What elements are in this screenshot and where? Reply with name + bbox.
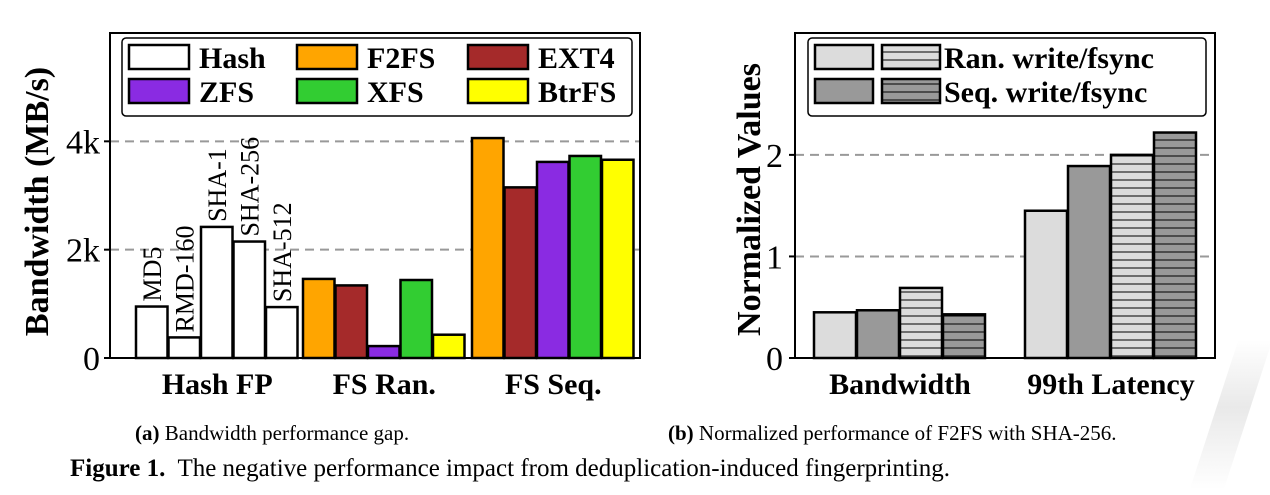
bar-fs-seq--ext4: [503, 186, 538, 360]
bar-hash-fp-sha-1: [199, 225, 234, 360]
hash-bar-label: MD5: [138, 247, 167, 302]
y-tick-label: 2: [766, 138, 783, 175]
subcaption-b: (b) Normalized performance of F2FS with …: [668, 421, 1117, 446]
legend-swatch-hatched: [880, 43, 942, 71]
bar-fs-seq--xfs: [568, 154, 603, 360]
x-category-label: Hash FP: [162, 368, 273, 401]
figure-caption: Figure 1. The negative performance impac…: [70, 455, 950, 483]
legend-swatch-solid: [813, 77, 875, 105]
bar-fs-ran--zfs: [366, 344, 401, 360]
legend-swatch-xfs: [295, 77, 359, 105]
figure-caption-prefix: Figure 1.: [70, 455, 166, 482]
bar-fs-seq--zfs: [535, 160, 570, 360]
subcaption-a-text: Bandwidth performance gap.: [164, 421, 410, 445]
legend-label-btrfs: BtrFS: [538, 76, 616, 109]
x-category-label: Bandwidth: [829, 368, 971, 401]
x-category-label: FS Seq.: [505, 368, 602, 401]
legend-swatch-btrfs: [466, 77, 530, 105]
bar-fs-ran--f2fs: [301, 277, 336, 360]
y-tick-label: 0: [766, 341, 783, 378]
legend-swatch-zfs: [127, 77, 191, 105]
bar-99th-latency-ran-fsync: [1109, 153, 1155, 360]
bar-bandwidth-ran-write: [812, 311, 858, 360]
y-axis-label: Bandwidth (MB/s): [19, 67, 56, 336]
legend-swatch-f2fs: [295, 43, 359, 71]
subcaption-a-prefix: (a): [135, 421, 160, 445]
legend-label-f2fs: F2FS: [367, 42, 435, 75]
legend-label: Seq. write/fsync: [944, 76, 1147, 109]
legend-label-hash: Hash: [199, 42, 266, 75]
x-category-label: FS Ran.: [333, 368, 436, 401]
bar-hash-fp-sha-512: [264, 305, 299, 360]
y-tick-label: 4k: [66, 124, 100, 161]
legend-swatch-ext4: [466, 43, 530, 71]
y-tick-label: 0: [83, 341, 100, 378]
bar-99th-latency-seq-fsync: [1152, 131, 1198, 360]
bar-fs-ran--btrfs: [431, 333, 466, 360]
hash-bar-label: SHA-1: [203, 148, 232, 222]
bar-hash-fp-rmd-160: [167, 336, 202, 360]
y-axis-label: Normalized Values: [731, 63, 768, 336]
bar-fs-ran--xfs: [399, 278, 434, 360]
hash-bar-label: RMD-160: [170, 226, 199, 333]
y-tick-label: 1: [766, 239, 783, 276]
legend-label-xfs: XFS: [367, 76, 424, 109]
legend-label-zfs: ZFS: [199, 76, 254, 109]
bar-fs-seq--btrfs: [600, 158, 635, 360]
plot-frame: [794, 32, 1216, 359]
bar-bandwidth-seq-fsync: [941, 313, 987, 360]
bar-fs-ran--ext4: [334, 284, 369, 360]
bar-bandwidth-ran-fsync: [898, 286, 944, 360]
subcaption-b-text: Normalized performance of F2FS with SHA-…: [698, 421, 1117, 445]
legend-swatch-hash: [127, 43, 191, 71]
subcaption-b-prefix: (b): [668, 421, 694, 445]
legend-label: Ran. write/fsync: [944, 42, 1154, 75]
legend-swatch-hatched: [880, 77, 942, 105]
bar-hash-fp-md5: [134, 305, 169, 360]
bar-bandwidth-seq-write: [855, 309, 901, 360]
bar-99th-latency-ran-write: [1023, 209, 1069, 360]
figure-caption-text: The negative performance impact from ded…: [177, 455, 951, 482]
hash-bar-label: SHA-512: [268, 202, 297, 302]
subcaption-a: (a) Bandwidth performance gap.: [135, 421, 409, 446]
bar-fs-seq--f2fs: [470, 136, 505, 360]
x-category-label: 99th Latency: [1027, 368, 1195, 401]
legend-swatch-solid: [813, 43, 875, 71]
hash-bar-label: SHA-256: [235, 137, 264, 237]
y-tick-label: 2k: [66, 233, 100, 270]
legend-label-ext4: EXT4: [538, 42, 615, 75]
bar-hash-fp-sha-256: [232, 240, 267, 360]
bar-99th-latency-seq-write: [1066, 164, 1112, 360]
